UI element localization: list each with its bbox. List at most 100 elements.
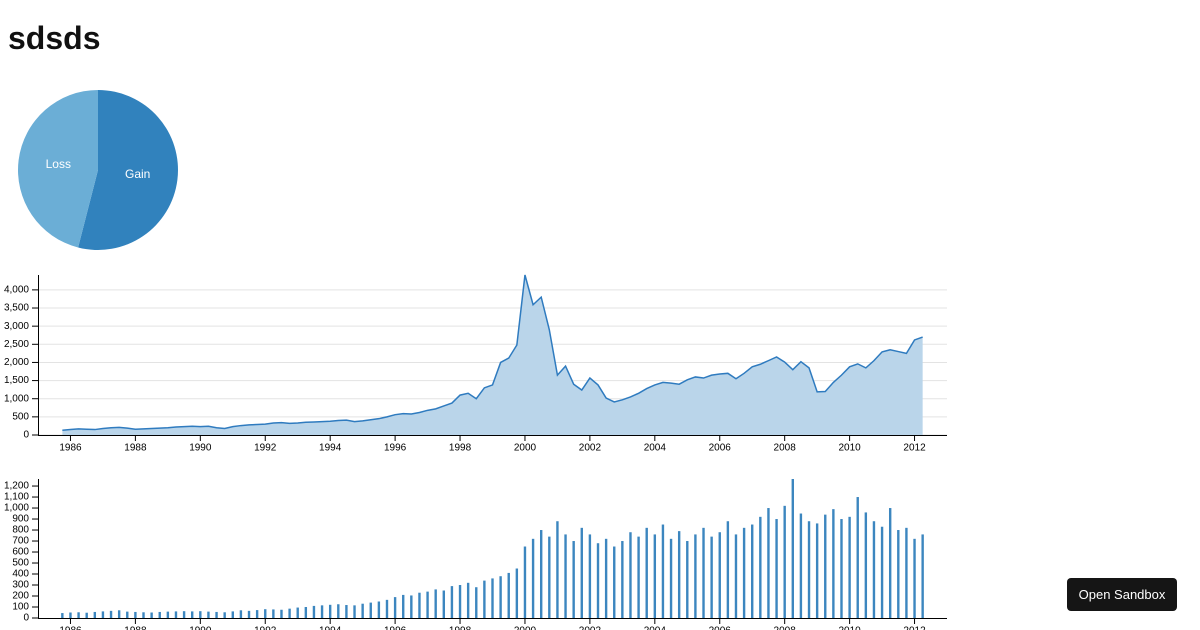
bar (872, 521, 876, 618)
y-tick-label: 700 (12, 536, 29, 547)
bar (799, 513, 803, 618)
bar (466, 582, 470, 618)
bar (807, 521, 811, 618)
bar (499, 576, 502, 618)
bar (369, 602, 372, 618)
y-tick-label: 1,000 (4, 393, 29, 404)
bar (223, 612, 226, 618)
bar (199, 611, 202, 618)
x-tick-label: 1988 (124, 443, 147, 454)
bar (288, 608, 291, 618)
pie-slice (18, 90, 98, 248)
x-tick-label: 1998 (449, 626, 472, 630)
bar (126, 611, 129, 618)
bar (320, 605, 324, 618)
open-sandbox-button[interactable]: Open Sandbox (1067, 578, 1177, 611)
x-tick-label: 1986 (59, 443, 82, 454)
bar (726, 521, 730, 618)
x-tick-label: 2012 (903, 443, 926, 454)
bar (442, 590, 446, 618)
bar (848, 516, 851, 618)
bar (134, 611, 137, 618)
bar (345, 605, 348, 618)
bar (426, 591, 429, 618)
bar (629, 532, 632, 618)
bar (264, 609, 267, 618)
bar (272, 609, 275, 618)
y-tick-label: 1,500 (4, 375, 29, 386)
bar (637, 536, 640, 618)
pie-slice (78, 90, 179, 250)
bar (645, 527, 648, 618)
x-tick-label: 1994 (319, 626, 342, 630)
bar (337, 604, 340, 618)
x-tick-label: 2008 (774, 626, 797, 630)
x-tick-label: 1990 (189, 443, 212, 454)
bar (458, 585, 462, 618)
y-tick-label: 1,000 (4, 503, 29, 514)
bar (588, 534, 592, 618)
x-tick-label: 1992 (254, 626, 277, 630)
bar (361, 603, 364, 618)
x-tick-label: 1994 (319, 443, 342, 454)
x-tick-label: 2012 (903, 626, 926, 630)
bar (734, 534, 738, 618)
page-title: sdsds (8, 20, 101, 56)
bar (385, 599, 389, 618)
bar (150, 612, 153, 618)
x-tick-label: 1992 (254, 443, 277, 454)
y-tick-label: 900 (12, 514, 29, 525)
bar (402, 594, 405, 618)
y-tick-label: 100 (12, 602, 29, 613)
bar (483, 580, 486, 618)
bar (101, 611, 105, 618)
x-tick-label: 2010 (838, 443, 861, 454)
bar (767, 508, 770, 618)
bar (710, 536, 713, 618)
bar (410, 595, 413, 618)
bar (304, 607, 308, 618)
y-tick-label: 300 (12, 580, 29, 591)
bar (580, 527, 583, 618)
bar (572, 541, 575, 618)
bar (109, 610, 113, 618)
y-tick-label: 0 (23, 430, 29, 441)
bar (840, 519, 843, 618)
bar (523, 546, 527, 618)
y-tick-label: 3,000 (4, 321, 29, 332)
bar (475, 587, 478, 618)
y-tick-label: 400 (12, 569, 29, 580)
y-tick-label: 800 (12, 525, 29, 536)
bar (450, 586, 454, 618)
bar (69, 612, 72, 618)
bar (191, 611, 194, 618)
x-tick-label: 2010 (838, 626, 861, 630)
x-tick-label: 2004 (644, 443, 667, 454)
area-fill (62, 275, 923, 435)
bar (434, 589, 437, 618)
bar (742, 527, 746, 618)
y-tick-label: 200 (12, 591, 29, 602)
bar (905, 527, 908, 618)
bar (166, 611, 170, 618)
bar (880, 526, 884, 618)
bar (751, 524, 754, 618)
bar (393, 597, 397, 618)
bar (239, 610, 243, 618)
y-tick-label: 2,500 (4, 339, 29, 350)
bar (418, 592, 421, 618)
bar (815, 523, 819, 618)
bar (548, 536, 551, 618)
bar (93, 611, 97, 618)
bar (215, 611, 218, 618)
bar (377, 601, 381, 618)
bar (677, 531, 681, 618)
bar (255, 610, 259, 618)
x-tick-label: 2008 (774, 443, 797, 454)
bar (824, 514, 827, 618)
bar (564, 534, 567, 618)
bar (174, 611, 178, 618)
bar (556, 521, 559, 618)
bar (613, 546, 616, 618)
